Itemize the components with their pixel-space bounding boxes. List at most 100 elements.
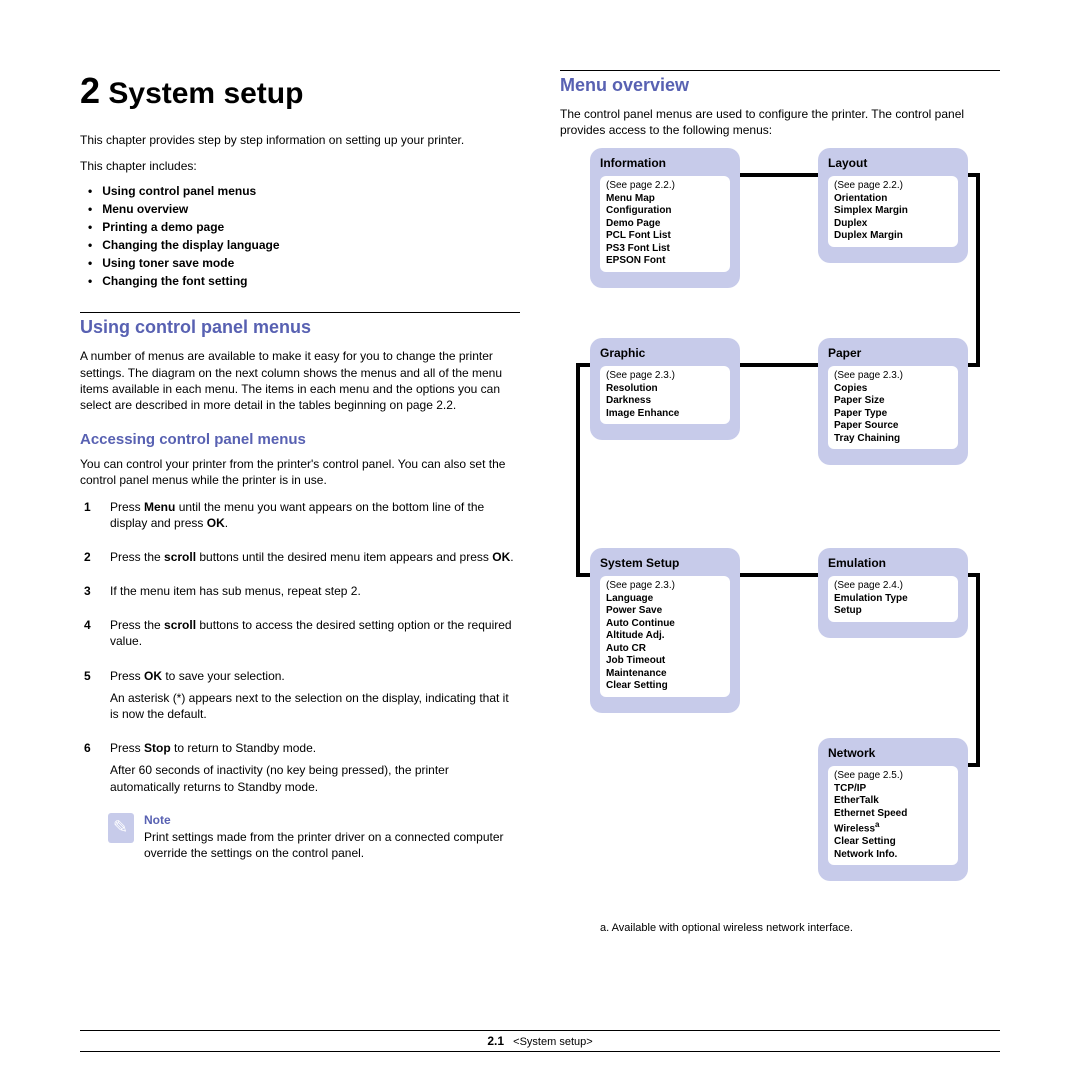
menu-box-item: Menu Map [606,193,724,206]
footnote-a: a. Available with optional wireless netw… [560,922,1000,934]
step-number: 5 [84,668,98,729]
menu-box-title: Layout [828,156,958,170]
menu-box-item: EPSON Font [606,255,724,268]
step-body: Press the scroll buttons to access the d… [110,617,520,655]
menu-box-item: Auto CR [606,643,724,656]
menu-box-item: TCP/IP [834,783,952,796]
menu-box-item: Paper Source [834,420,952,433]
step-number: 1 [84,499,98,537]
menu-box-ref: (See page 2.3.) [834,370,952,383]
menu-box-item: Tray Chaining [834,433,952,446]
note-block: Note Print settings made from the printe… [108,813,520,861]
connector [576,363,580,573]
toc-item: Using control panel menus [88,184,520,198]
step-line: After 60 seconds of inactivity (no key b… [110,762,520,794]
menu-box-item: Paper Type [834,408,952,421]
step-line: If the menu item has sub menus, repeat s… [110,583,361,599]
menu-box-emulation: Emulation (See page 2.4.)Emulation TypeSe… [818,548,968,638]
step-line: Press Stop to return to Standby mode. [110,740,520,756]
note-icon [108,813,134,843]
menu-box-title: Emulation [828,556,958,570]
menu-box-item: Job Timeout [606,655,724,668]
menu-box-ref: (See page 2.3.) [606,580,724,593]
menu-box-ref: (See page 2.3.) [606,370,724,383]
step: 5Press OK to save your selection.An aste… [84,668,520,729]
page-footer: 2.1 <System setup> [80,1030,1000,1052]
menu-box-item: Wirelessa [834,820,952,836]
menu-box-item: Image Enhance [606,408,724,421]
menu-box-item: PS3 Font List [606,243,724,256]
menu-box-item: Clear Setting [606,680,724,693]
left-column: 2 System setup This chapter provides ste… [80,70,520,934]
menu-box-title: Network [828,746,958,760]
menu-box-item: EtherTalk [834,795,952,808]
menu-box-body: (See page 2.2.)Menu MapConfigurationDemo… [600,176,730,272]
menu-box-body: (See page 2.2.)OrientationSimplex Margin… [828,176,958,247]
menu-box-ref: (See page 2.5.) [834,770,952,783]
menu-box-item: Darkness [606,395,724,408]
menu-box-body: (See page 2.3.)LanguagePower SaveAuto Co… [600,576,730,697]
steps-list: 1 Press Menu until the menu you want appe… [84,499,520,801]
menu-box-item: Duplex Margin [834,230,952,243]
menu-box-title: System Setup [600,556,730,570]
menu-box-item: Ethernet Speed [834,808,952,821]
connector [738,173,820,177]
step-number: 2 [84,549,98,571]
menu-box-item: Paper Size [834,395,952,408]
menu-box-item: Power Save [606,605,724,618]
page-number: 2.1 [487,1034,504,1048]
menu-box-item: Setup [834,605,952,618]
footer-label: <System setup> [513,1036,593,1048]
step-body: Press the scroll buttons until the desir… [110,549,514,571]
menu-box-body: (See page 2.3.)CopiesPaper SizePaper Typ… [828,366,958,449]
step-line: Press the scroll buttons until the desir… [110,549,514,565]
menu-box-title: Graphic [600,346,730,360]
connector [966,763,980,767]
section1-body: A number of menus are available to make … [80,348,520,413]
note-title: Note [144,813,520,827]
menu-box-graphic: Graphic (See page 2.3.)ResolutionDarkness… [590,338,740,440]
menu-box-item: Copies [834,383,952,396]
section-menu-overview: Menu overview [560,70,1000,96]
connector [976,573,980,763]
section-using-menus: Using control panel menus [80,312,520,338]
step: 4 Press the scroll buttons to access the … [84,617,520,655]
step-line: Press Menu until the menu you want appea… [110,499,520,531]
step-number: 4 [84,617,98,655]
menu-box-information: Information (See page 2.2.)Menu MapConfig… [590,148,740,288]
menu-box-item: Language [606,593,724,606]
toc-item: Menu overview [88,202,520,216]
menu-box-body: (See page 2.4.)Emulation TypeSetup [828,576,958,622]
subsection-accessing: Accessing control panel menus [80,431,520,448]
menu-box-item: Clear Setting [834,836,952,849]
menu-box-body: (See page 2.5.)TCP/IPEtherTalkEthernet S… [828,766,958,865]
step: 6Press Stop to return to Standby mode.Af… [84,740,520,801]
toc-item: Changing the font setting [88,274,520,288]
menu-box-layout: Layout (See page 2.2.)OrientationSimplex … [818,148,968,263]
menu-box-ref: (See page 2.2.) [606,180,724,193]
section2-body: The control panel menus are used to conf… [560,106,1000,138]
step: 1 Press Menu until the menu you want appe… [84,499,520,537]
menu-box-title: Paper [828,346,958,360]
chapter-title-text: System setup [108,77,303,110]
intro-1: This chapter provides step by step infor… [80,132,520,148]
menu-box-title: Information [600,156,730,170]
chapter-toc: Using control panel menusMenu overviewPr… [88,184,520,288]
menu-box-item: Network Info. [834,849,952,862]
menu-box-item: Orientation [834,193,952,206]
menu-box-item: Simplex Margin [834,205,952,218]
menu-box-ref: (See page 2.4.) [834,580,952,593]
chapter-title: 2 System setup [80,70,520,112]
menu-box-body: (See page 2.3.)ResolutionDarknessImage E… [600,366,730,424]
chapter-number: 2 [80,70,100,111]
menu-box-system: System Setup (See page 2.3.)LanguagePower… [590,548,740,713]
step: 3If the menu item has sub menus, repeat … [84,583,520,605]
menu-box-item: Configuration [606,205,724,218]
step-body: Press Stop to return to Standby mode. Aft… [110,740,520,801]
menu-box-item: Duplex [834,218,952,231]
step-body: If the menu item has sub menus, repeat s… [110,583,361,605]
menu-box-ref: (See page 2.2.) [834,180,952,193]
menu-box-item: Emulation Type [834,593,952,606]
menu-box-paper: Paper(See page 2.3.)CopiesPaper SizePape… [818,338,968,465]
toc-item: Using toner save mode [88,256,520,270]
